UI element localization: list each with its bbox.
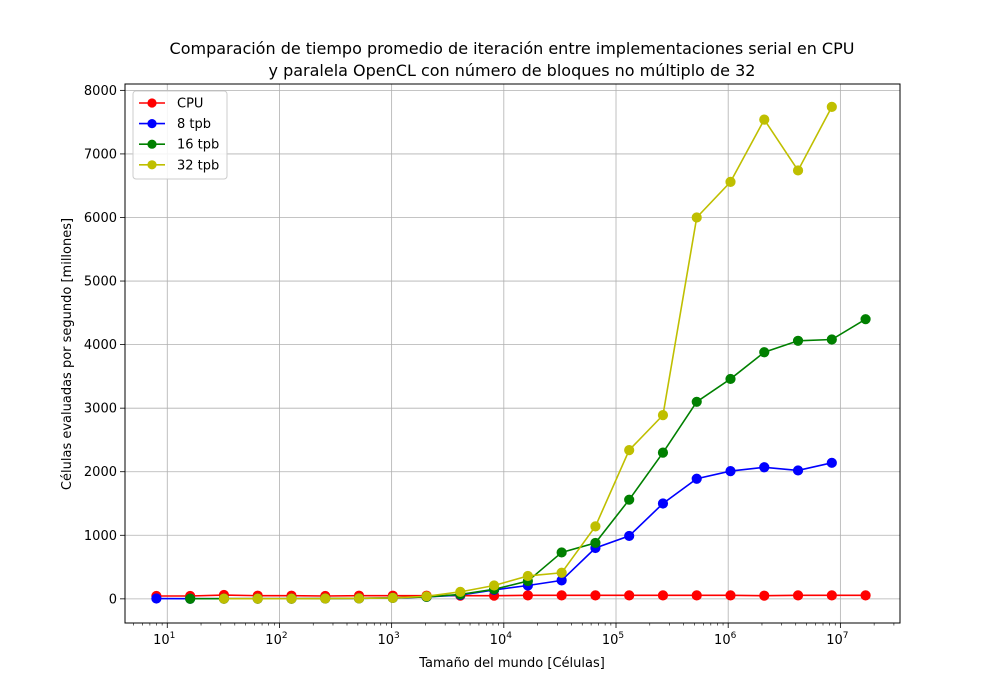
y-tick-label: 0	[109, 592, 117, 607]
data-point	[759, 114, 770, 125]
data-point	[387, 592, 398, 603]
data-point	[556, 590, 567, 601]
legend-marker	[147, 139, 157, 149]
legend-label: 32 tpb	[177, 158, 219, 173]
x-tick-label: 103	[377, 631, 399, 648]
data-point	[590, 537, 601, 549]
y-tick-label: 2000	[84, 465, 117, 480]
y-tick-label: 7000	[84, 147, 117, 162]
x-tick-label: 105	[602, 631, 624, 648]
data-point	[826, 457, 837, 468]
data-point	[657, 590, 669, 601]
y-axis-label: Células evaluadas por segundo [millones]	[60, 218, 75, 490]
data-point	[691, 396, 702, 407]
data-point	[590, 590, 601, 601]
x-tick-label: 104	[490, 631, 513, 648]
data-point	[590, 521, 601, 532]
data-point	[522, 590, 533, 601]
data-point	[860, 314, 871, 325]
y-tick-label: 8000	[84, 84, 117, 99]
data-point	[624, 445, 635, 456]
legend-label: 8 tpb	[177, 117, 211, 132]
data-point	[691, 590, 702, 601]
data-point	[421, 591, 432, 602]
data-point	[657, 498, 669, 509]
data-point	[657, 447, 669, 458]
data-point	[556, 547, 567, 558]
data-point	[759, 462, 770, 473]
data-point	[320, 593, 331, 604]
data-point	[725, 590, 736, 601]
legend: CPU 8 tpb 16 tpb 32 tpb	[132, 90, 228, 180]
plot-frame	[124, 83, 901, 624]
y-tick-label: 1000	[84, 529, 117, 544]
legend-marker	[147, 119, 157, 129]
data-point	[792, 465, 804, 476]
legend-marker	[147, 160, 157, 170]
data-point	[624, 530, 635, 542]
data-point	[218, 593, 230, 604]
data-point	[860, 590, 871, 601]
data-point	[792, 165, 804, 176]
data-point	[792, 590, 804, 601]
plot-series	[151, 101, 871, 604]
data-point	[725, 465, 736, 477]
data-point	[691, 212, 702, 223]
data-point	[556, 567, 567, 578]
data-point	[792, 335, 804, 346]
data-point	[826, 590, 837, 601]
data-point	[826, 334, 837, 345]
y-tick-label: 3000	[84, 402, 117, 417]
data-point	[657, 410, 669, 421]
data-point	[624, 494, 635, 505]
data-point	[286, 593, 297, 604]
legend-item: 8 tpb	[139, 117, 211, 132]
legend-marker	[147, 98, 157, 108]
x-tick-label: 101	[153, 631, 175, 648]
data-point	[252, 593, 263, 604]
legend-item: CPU	[139, 97, 203, 112]
legend-box	[132, 90, 228, 180]
legend-label: 16 tpb	[177, 138, 219, 153]
chart-title: Comparación de tiempo promedio de iterac…	[170, 39, 855, 58]
data-point	[826, 101, 837, 112]
series-32-tpb	[218, 101, 837, 604]
legend-item: 16 tpb	[139, 138, 219, 153]
series-line	[156, 594, 866, 597]
data-point	[759, 347, 770, 358]
data-point	[489, 580, 500, 591]
data-point	[759, 590, 770, 601]
data-point	[185, 593, 196, 604]
data-point	[353, 593, 365, 604]
chart-subtitle: y paralela OpenCL con número de bloques …	[269, 61, 756, 80]
y-tick-label: 5000	[84, 275, 117, 290]
x-tick-label: 106	[714, 631, 737, 648]
y-tick-label: 4000	[84, 338, 117, 353]
x-tick-label: 102	[265, 631, 287, 648]
y-tick-label: 6000	[84, 211, 117, 226]
legend-label: CPU	[177, 97, 203, 112]
data-point	[691, 473, 702, 484]
x-axis-label: Tamaño del mundo [Células]	[418, 656, 605, 671]
data-point	[151, 593, 162, 604]
data-point	[725, 176, 736, 187]
data-point	[624, 590, 635, 601]
axis-ticks: 101 102 103 104 105 106 107 0 1000 2000 3000 4000 50…	[84, 84, 895, 648]
x-tick-label: 107	[826, 631, 848, 648]
data-point	[522, 570, 533, 582]
data-point	[455, 586, 466, 597]
data-point	[725, 373, 736, 385]
legend-item: 32 tpb	[139, 158, 219, 173]
